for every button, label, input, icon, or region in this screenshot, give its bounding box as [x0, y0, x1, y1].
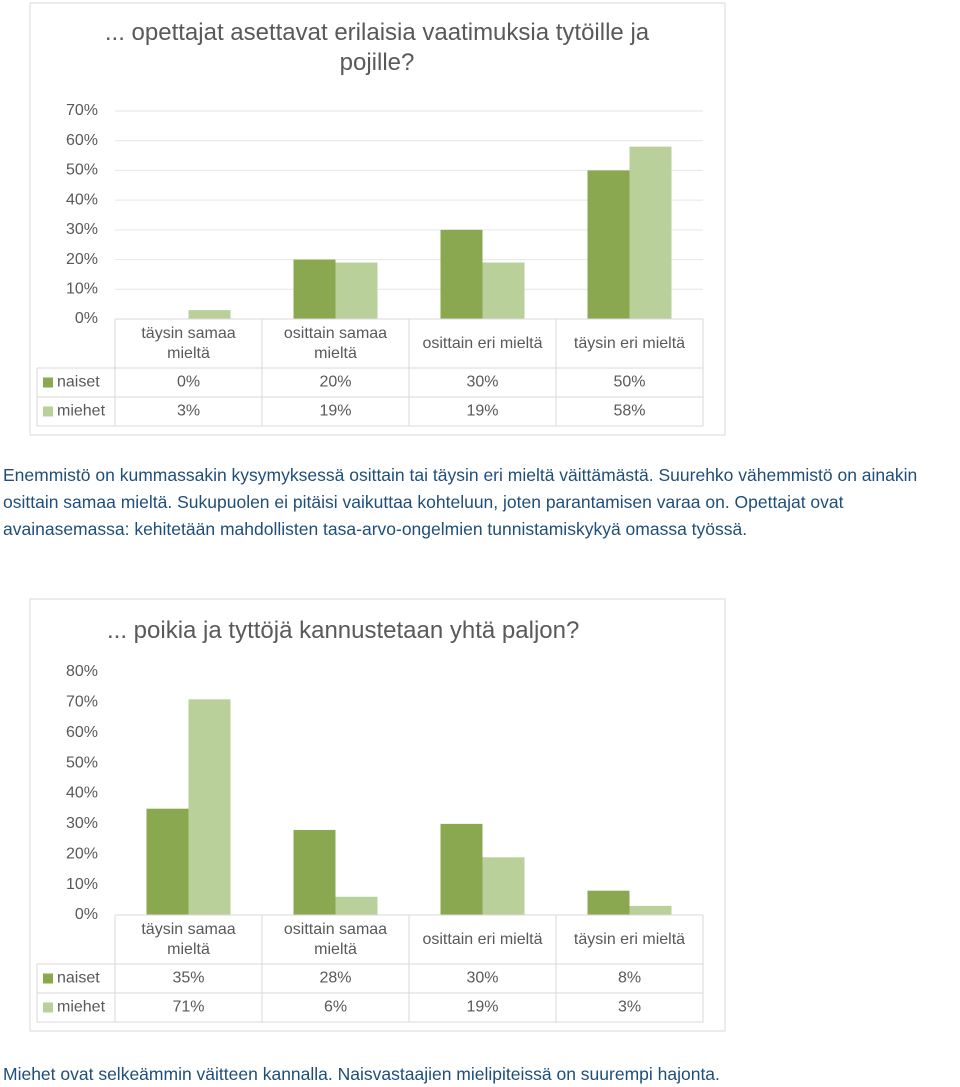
- legend-label: miehet: [57, 403, 106, 420]
- y-tick-label: 30%: [66, 221, 98, 238]
- category-label: osittain samaa mieltä: [283, 920, 388, 958]
- y-tick-label: 20%: [66, 251, 98, 268]
- y-tick-label: 60%: [66, 724, 98, 741]
- table-value: 19%: [319, 403, 351, 420]
- y-tick-label: 50%: [66, 162, 98, 179]
- bar: [482, 262, 525, 319]
- bar: [188, 699, 231, 915]
- category-label: osittain samaa mieltä: [283, 324, 388, 362]
- table-value: 35%: [172, 970, 204, 987]
- legend-swatch: [43, 973, 53, 984]
- legend-swatch: [43, 1002, 53, 1013]
- y-tick-label: 20%: [66, 845, 98, 862]
- bar: [293, 259, 336, 319]
- legend-label: naiset: [57, 970, 100, 987]
- bar: [335, 896, 378, 915]
- legend-label: naiset: [57, 374, 100, 391]
- y-tick-label: 60%: [66, 132, 98, 149]
- category-label: täysin eri mieltä: [573, 930, 686, 948]
- bar: [440, 229, 483, 319]
- legend-swatch: [43, 377, 53, 388]
- table-value: 19%: [466, 403, 498, 420]
- y-tick-label: 0%: [75, 310, 98, 327]
- chart-title: ... poikia ja tyttöjä kannustetaan yhtä …: [107, 617, 580, 644]
- y-tick-label: 0%: [75, 906, 98, 923]
- bar: [482, 857, 525, 915]
- table-value: 6%: [324, 999, 347, 1016]
- table-value: 58%: [613, 403, 645, 420]
- bar: [293, 829, 336, 915]
- paragraph: Enemmistö on kummassakin kysymyksessä os…: [3, 465, 918, 539]
- category-label: täysin samaa mieltä: [141, 324, 236, 362]
- table-value: 8%: [618, 970, 641, 987]
- table-value: 19%: [466, 999, 498, 1016]
- bar: [587, 170, 630, 319]
- table-value: 30%: [466, 970, 498, 987]
- chart-frame: [29, 2, 726, 436]
- y-tick-label: 70%: [66, 102, 98, 119]
- bar: [146, 808, 189, 915]
- category-label: täysin eri mieltä: [573, 334, 686, 352]
- bar: [335, 262, 378, 319]
- table-value: 3%: [618, 999, 641, 1016]
- chart-frame: [29, 598, 726, 1032]
- table-value: 28%: [319, 970, 351, 987]
- category-label: osittain eri mieltä: [422, 334, 543, 352]
- y-tick-label: 50%: [66, 754, 98, 771]
- table-value: 20%: [319, 374, 351, 391]
- legend-label: miehet: [57, 999, 106, 1016]
- paragraph: Miehet ovat selkeämmin väitteen kannalla…: [3, 1064, 720, 1084]
- bar: [587, 890, 630, 915]
- category-label: täysin samaa mieltä: [141, 920, 236, 958]
- y-tick-label: 40%: [66, 191, 98, 208]
- y-tick-label: 40%: [66, 785, 98, 802]
- bar: [440, 823, 483, 915]
- y-tick-label: 30%: [66, 815, 98, 832]
- bar: [629, 905, 672, 915]
- table-value: 30%: [466, 374, 498, 391]
- chart-title: ... opettajat asettavat erilaisia vaatim…: [104, 19, 650, 76]
- y-tick-label: 80%: [66, 663, 98, 680]
- bar: [188, 310, 231, 319]
- table-value: 50%: [613, 374, 645, 391]
- table-value: 71%: [172, 999, 204, 1016]
- y-tick-label: 70%: [66, 694, 98, 711]
- legend-swatch: [43, 406, 53, 417]
- y-tick-label: 10%: [66, 876, 98, 893]
- category-label: osittain eri mieltä: [422, 930, 543, 948]
- table-value: 3%: [177, 403, 200, 420]
- table-value: 0%: [177, 374, 200, 391]
- y-tick-label: 10%: [66, 281, 98, 298]
- bar: [629, 146, 672, 319]
